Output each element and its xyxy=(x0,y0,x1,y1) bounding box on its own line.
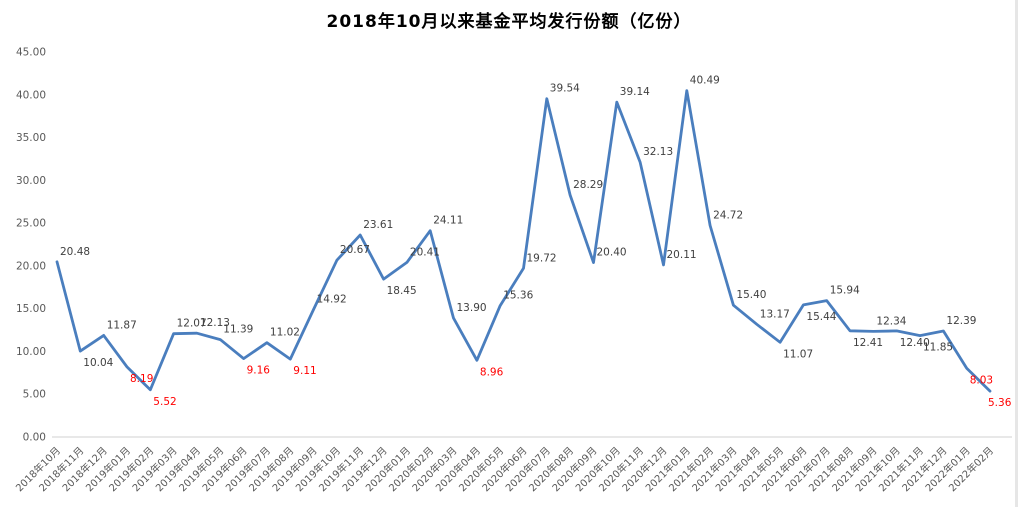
data-label: 20.41 xyxy=(410,246,440,258)
data-label: 12.13 xyxy=(200,317,230,329)
data-label: 13.90 xyxy=(457,302,487,314)
data-label: 20.11 xyxy=(667,249,697,261)
data-label: 5.36 xyxy=(988,397,1012,409)
data-label: 5.52 xyxy=(153,396,176,408)
data-label: 24.72 xyxy=(713,210,743,222)
chart-title: 2018年10月以来基金平均发行份额（亿份） xyxy=(326,12,692,32)
data-label: 11.39 xyxy=(223,324,253,336)
x-axis-labels: 2018年10月2018年11月2018年12月2019年01月2019年02月… xyxy=(13,444,996,494)
data-label: 12.39 xyxy=(946,315,976,327)
data-label: 23.61 xyxy=(363,219,393,231)
data-label: 20.48 xyxy=(60,246,90,258)
series-line xyxy=(55,89,992,393)
data-label: 12.41 xyxy=(853,337,883,349)
data-label: 9.11 xyxy=(293,365,316,377)
data-label: 11.87 xyxy=(107,319,137,331)
data-label: 11.85 xyxy=(923,342,953,354)
data-label: 15.40 xyxy=(736,289,766,301)
data-label: 40.49 xyxy=(690,75,720,87)
data-label: 8.03 xyxy=(970,374,993,386)
y-axis-labels: 0.00 5.00 10.00 15.00 20.00 25.00 30.00 35.00 40… xyxy=(16,47,46,444)
data-label: 20.67 xyxy=(340,244,370,256)
data-label: 15.36 xyxy=(503,290,533,302)
y-tick-label: 30.00 xyxy=(16,175,46,187)
data-label: 32.13 xyxy=(643,146,673,158)
y-tick-label: 25.00 xyxy=(16,218,46,230)
data-label: 18.45 xyxy=(387,285,417,297)
data-label: 8.19 xyxy=(130,373,153,385)
data-label: 10.04 xyxy=(83,357,113,369)
data-label: 12.07 xyxy=(177,318,207,330)
data-label: 39.14 xyxy=(620,86,650,98)
data-label: 12.34 xyxy=(876,315,906,327)
y-tick-label: 35.00 xyxy=(16,132,46,144)
y-tick-label: 45.00 xyxy=(16,47,46,59)
data-label: 39.54 xyxy=(550,83,580,95)
y-tick-label: 40.00 xyxy=(16,89,46,101)
data-label: 20.40 xyxy=(597,247,627,259)
data-label: 8.96 xyxy=(480,366,504,378)
data-label: 11.07 xyxy=(783,348,813,360)
data-label: 12.40 xyxy=(900,337,930,349)
data-label: 15.44 xyxy=(806,311,836,323)
data-label: 24.11 xyxy=(433,215,463,227)
screenshot-right-border xyxy=(1015,0,1018,507)
y-tick-label: 15.00 xyxy=(16,303,46,315)
data-label: 11.02 xyxy=(270,327,300,339)
data-label: 14.92 xyxy=(317,293,347,305)
data-label: 13.17 xyxy=(760,308,790,320)
y-tick-label: 20.00 xyxy=(16,260,46,272)
data-label: 15.94 xyxy=(830,285,860,297)
y-tick-label: 5.00 xyxy=(23,389,46,401)
data-label: 28.29 xyxy=(573,179,603,191)
y-tick-label: 10.00 xyxy=(16,346,46,358)
data-label: 19.72 xyxy=(527,252,557,264)
y-tick-label: 0.00 xyxy=(23,432,46,444)
data-label: 9.16 xyxy=(247,365,271,377)
